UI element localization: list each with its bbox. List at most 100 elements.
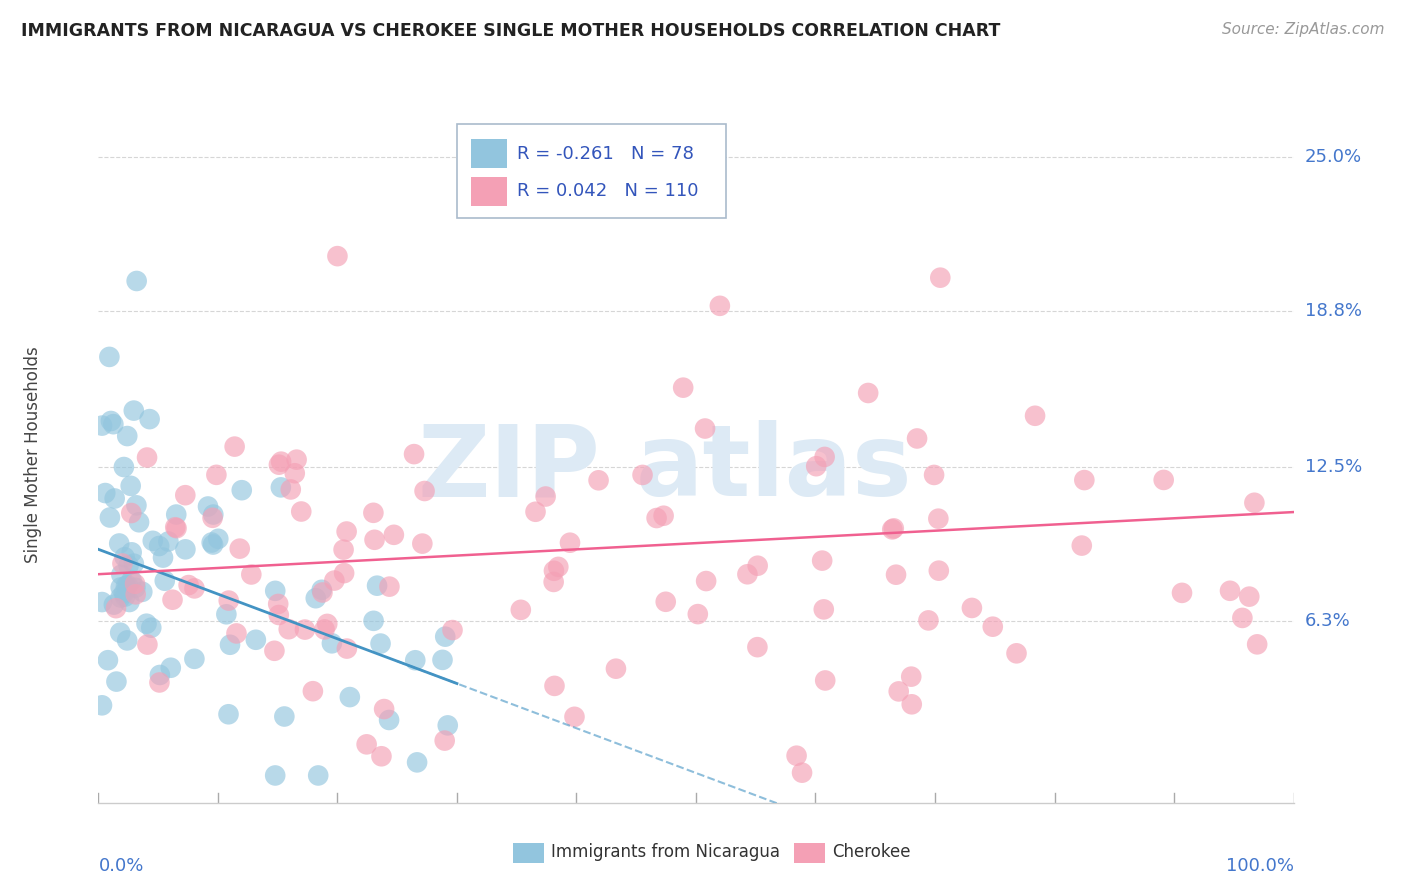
Point	[654, 595, 676, 609]
Point	[174, 542, 197, 557]
Text: 25.0%: 25.0%	[1305, 148, 1362, 166]
Point	[104, 491, 127, 506]
Point	[1219, 583, 1241, 598]
Point	[205, 467, 228, 482]
Point	[280, 483, 302, 497]
Text: 18.8%: 18.8%	[1305, 301, 1361, 320]
Text: Source: ZipAtlas.com: Source: ZipAtlas.com	[1222, 22, 1385, 37]
Point	[108, 625, 131, 640]
Point	[201, 510, 224, 524]
Point	[316, 616, 339, 631]
Text: 6.3%: 6.3%	[1305, 613, 1350, 631]
Point	[524, 505, 547, 519]
Point	[543, 679, 565, 693]
Point	[284, 467, 307, 481]
Point	[215, 607, 238, 622]
Point	[115, 633, 138, 648]
Point	[121, 545, 143, 559]
Point	[162, 592, 184, 607]
Point	[290, 504, 312, 518]
Point	[264, 768, 287, 782]
Point	[887, 684, 910, 698]
Point	[326, 249, 349, 263]
Point	[311, 585, 333, 599]
Point	[363, 506, 385, 520]
Point	[125, 587, 148, 601]
Text: Single Mother Households: Single Mother Households	[24, 347, 42, 563]
Point	[273, 709, 295, 723]
Point	[91, 698, 114, 713]
FancyBboxPatch shape	[457, 124, 725, 219]
Text: Cherokee: Cherokee	[832, 843, 911, 861]
Point	[981, 620, 1004, 634]
Point	[814, 673, 837, 688]
Point	[856, 386, 879, 401]
Point	[737, 567, 759, 582]
Point	[153, 574, 176, 588]
Point	[547, 560, 569, 574]
Point	[294, 623, 316, 637]
Point	[125, 274, 148, 288]
Point	[207, 532, 229, 546]
Point	[558, 535, 581, 549]
Text: 100.0%: 100.0%	[1226, 857, 1294, 875]
Text: IMMIGRANTS FROM NICARAGUA VS CHEROKEE SINGLE MOTHER HOUSEHOLDS CORRELATION CHART: IMMIGRANTS FROM NICARAGUA VS CHEROKEE SI…	[21, 22, 1001, 40]
Point	[142, 533, 165, 548]
Point	[433, 733, 456, 747]
Point	[1005, 646, 1028, 660]
Point	[264, 583, 287, 598]
Point	[321, 636, 343, 650]
Point	[231, 483, 253, 498]
Point	[118, 595, 141, 609]
Point	[141, 621, 163, 635]
Point	[183, 582, 205, 596]
Point	[336, 524, 359, 539]
Point	[122, 557, 145, 571]
Point	[645, 511, 668, 525]
Point	[927, 511, 949, 525]
Point	[922, 467, 945, 482]
Point	[747, 640, 769, 655]
Text: 0.0%: 0.0%	[98, 857, 143, 875]
Point	[135, 616, 157, 631]
Point	[373, 702, 395, 716]
Point	[267, 597, 290, 611]
Point	[115, 579, 138, 593]
Point	[112, 460, 135, 475]
Point	[339, 690, 361, 704]
Point	[183, 652, 205, 666]
Point	[402, 447, 425, 461]
Point	[747, 558, 769, 573]
Point	[131, 584, 153, 599]
Point	[152, 550, 174, 565]
Point	[1171, 586, 1194, 600]
Point	[543, 574, 565, 589]
Point	[652, 508, 675, 523]
Point	[1024, 409, 1046, 423]
Point	[314, 623, 336, 637]
Point	[305, 591, 328, 606]
Point	[148, 539, 170, 553]
Point	[110, 567, 132, 582]
Point	[370, 636, 392, 650]
Point	[240, 567, 263, 582]
Point	[1232, 611, 1254, 625]
Point	[883, 521, 905, 535]
Point	[149, 668, 172, 682]
Point	[1073, 473, 1095, 487]
Point	[356, 737, 378, 751]
Point	[695, 574, 717, 588]
Text: ZIP: ZIP	[418, 420, 600, 517]
Point	[588, 473, 610, 487]
Point	[202, 508, 225, 522]
Point	[811, 553, 834, 567]
Point	[225, 626, 247, 640]
Point	[157, 534, 180, 549]
Point	[165, 508, 187, 522]
Point	[103, 598, 125, 612]
Text: Immigrants from Nicaragua: Immigrants from Nicaragua	[551, 843, 780, 861]
Point	[267, 607, 290, 622]
Point	[267, 458, 290, 472]
Point	[605, 662, 627, 676]
Point	[900, 698, 922, 712]
